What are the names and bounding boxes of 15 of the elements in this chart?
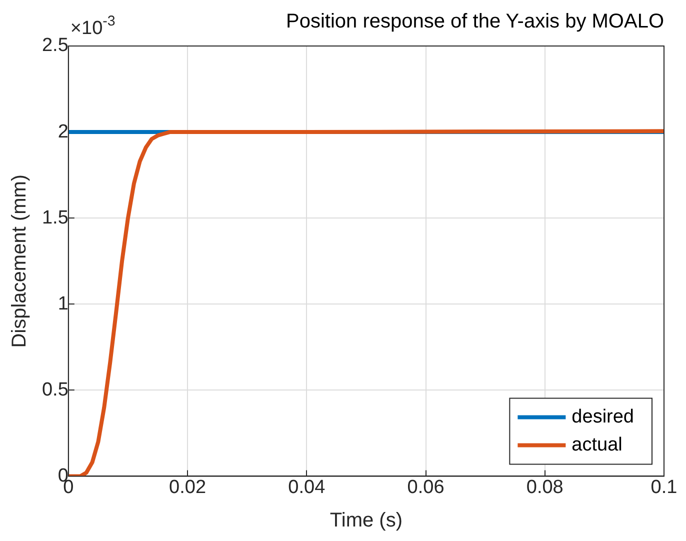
chart-title: Position response of the Y-axis by MOALO <box>286 10 664 33</box>
x-tick-label: 0.1 <box>650 476 678 498</box>
legend-label: desired <box>572 406 634 428</box>
y-tick-label: 0.5 <box>42 379 68 400</box>
x-tick-label: 0.06 <box>407 476 444 498</box>
legend-label: actual <box>572 434 622 456</box>
y-tick-label: 1 <box>58 293 68 314</box>
y-tick-label: 1.5 <box>42 207 68 228</box>
x-tick-label: 0.04 <box>288 476 326 498</box>
y-tick-label: 2.5 <box>42 35 68 56</box>
y-axis-title: Displacement (mm) <box>8 174 31 348</box>
x-axis-title: Time (s) <box>330 510 402 532</box>
x-tick-label: 0.08 <box>526 476 564 498</box>
x-tick-label: 0.02 <box>169 476 206 498</box>
y-tick-label: 2 <box>58 121 68 142</box>
